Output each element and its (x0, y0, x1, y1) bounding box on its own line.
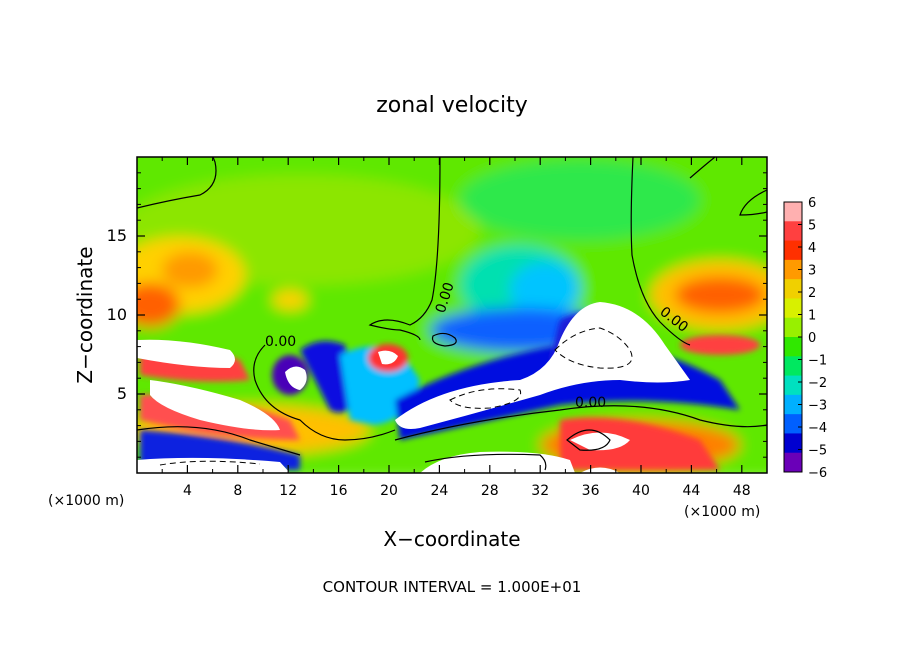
x-tick-label: 24 (430, 483, 448, 499)
out-of-range-regions (137, 302, 690, 473)
colorbar-swatch (784, 317, 802, 338)
colorbar-tick-label: 5 (808, 219, 816, 234)
x-unit-label-right: (×1000 m) (684, 504, 760, 520)
colorbar-tick-label: 1 (808, 309, 816, 324)
colorbar-swatch (784, 452, 802, 473)
velocity-field: 0.00 0.00 0.00 0.00 (137, 157, 767, 473)
zero-contours (137, 157, 767, 471)
colorbar-swatch (784, 279, 802, 299)
colorbar-tick-label: −2 (808, 376, 827, 391)
colorbar-swatch (784, 356, 802, 377)
contour-interval-note: CONTOUR INTERVAL = 1.000E+01 (323, 578, 582, 596)
contour-label: 0.00 (575, 395, 606, 411)
colorbar-tick-label: 3 (808, 264, 816, 279)
x-tick-label: 12 (279, 483, 297, 499)
colorbar-swatch (784, 414, 802, 434)
colorbar-tick-label: −5 (808, 444, 827, 459)
x-tick-label: 28 (481, 483, 499, 499)
colorbar-tick-label: −1 (808, 354, 827, 369)
colorbar-swatch (784, 202, 802, 222)
colorbar-swatch (784, 298, 802, 319)
x-tick-label: 44 (682, 483, 700, 499)
colorbar-swatch (784, 375, 802, 396)
negative-contours (159, 327, 633, 466)
x-tick-label: 40 (632, 483, 650, 499)
x-tick-label: 16 (330, 483, 348, 499)
colorbar-swatch (784, 221, 802, 242)
y-tick-label: 10 (107, 305, 127, 324)
colorbar-tick-label: 0 (808, 331, 816, 346)
y-axis-label: Z−coordinate (73, 246, 97, 383)
x-tick-label: 36 (582, 483, 600, 499)
colorbar-tick-label: −4 (808, 421, 827, 436)
colorbar-swatch (784, 259, 802, 280)
x-tick-label: 20 (380, 483, 398, 499)
x-tick-label: 48 (733, 483, 751, 499)
x-unit-label-left: (×1000 m) (48, 493, 124, 509)
x-axis: 4 8 12 16 20 24 28 32 36 40 44 48 (161, 157, 751, 499)
x-tick-label: 32 (531, 483, 549, 499)
colorbar-swatch (784, 433, 802, 454)
colorbar-swatch (784, 240, 802, 261)
colorbar-tick-label: −3 (808, 399, 827, 414)
x-tick-label: 8 (233, 483, 242, 499)
contour-label: 0.00 (265, 334, 296, 350)
colorbar-tick-label: 2 (808, 286, 816, 301)
colorbar: 6 5 4 3 2 1 0 −1 −2 −3 −4 −5 −6 (783, 196, 827, 481)
y-tick-label: 5 (117, 384, 127, 403)
colorbar-swatch (784, 337, 802, 357)
chart-title: zonal velocity (376, 93, 528, 118)
colorbar-swatch (784, 394, 802, 415)
y-axis: 5 10 15 (107, 172, 767, 458)
colorbar-tick-label: −6 (808, 466, 827, 481)
colorbar-tick-label: 4 (808, 241, 816, 256)
x-tick-label: 4 (183, 483, 192, 499)
colorbar-tick-label: 6 (808, 196, 816, 211)
y-tick-label: 15 (107, 226, 127, 245)
x-axis-label: X−coordinate (383, 527, 520, 551)
